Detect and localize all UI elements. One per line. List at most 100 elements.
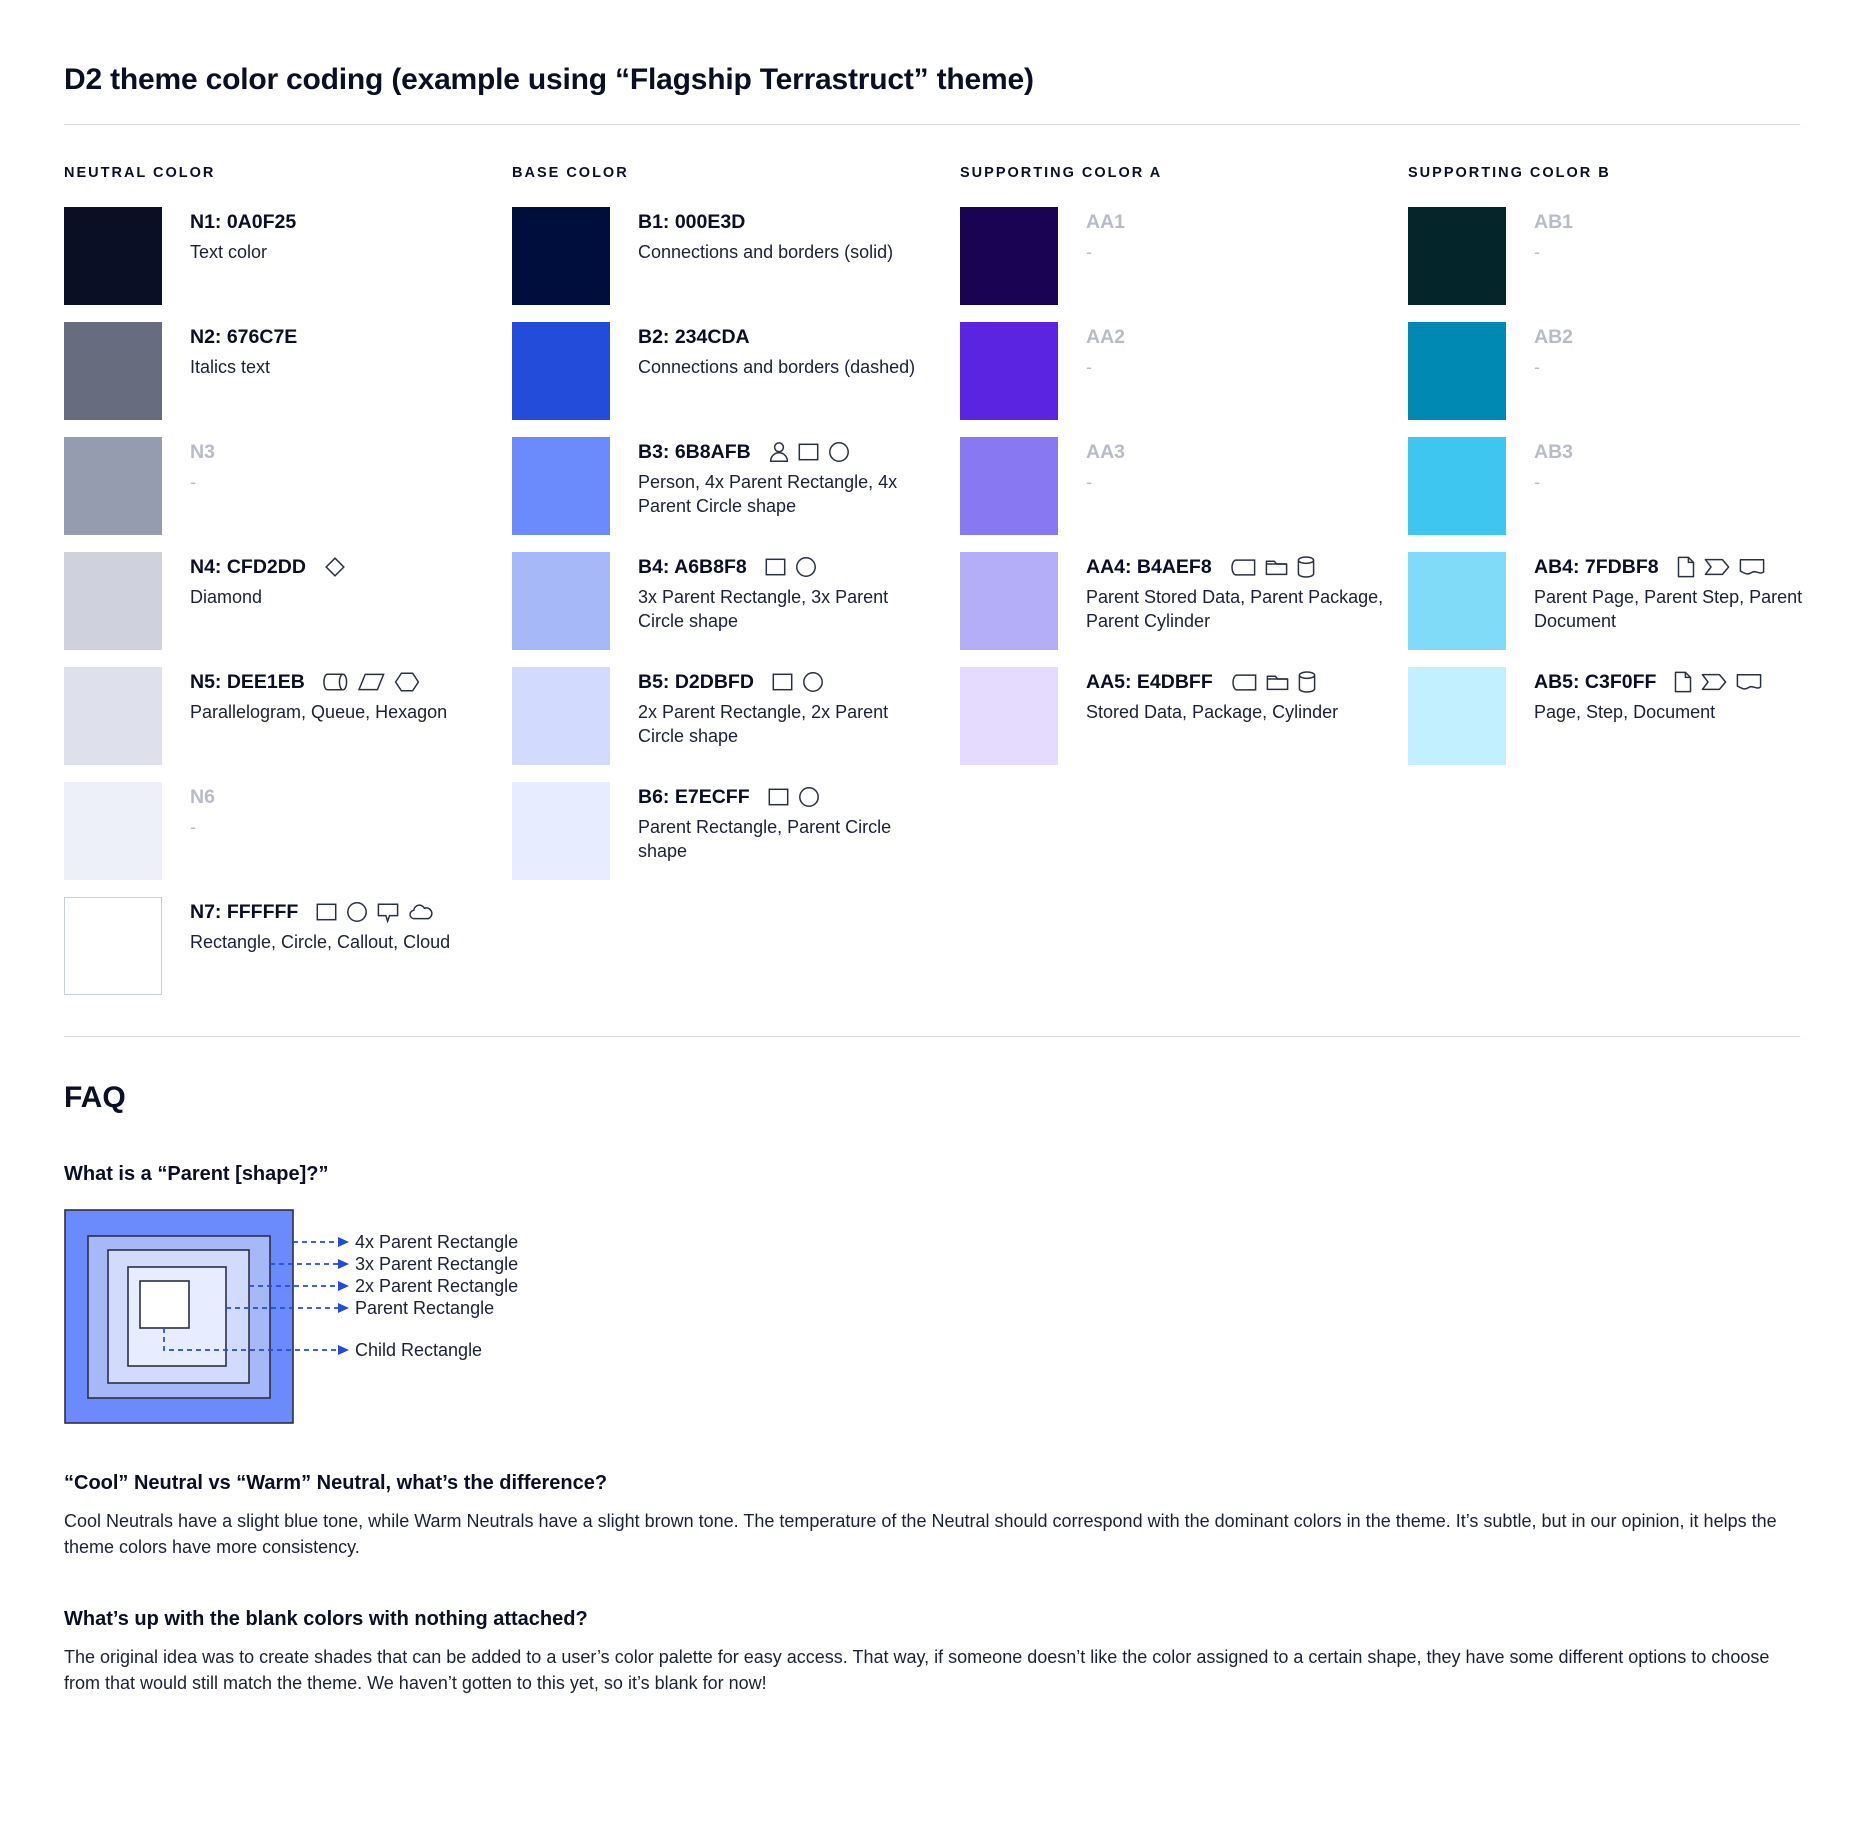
color-row-text: B3: 6B8AFB Person, 4x Parent Rectangle, 4… (638, 437, 960, 519)
color-description: Parent Rectangle, Parent Circle shape (638, 817, 892, 862)
color-row-text: B6: E7ECFF Parent Rectangle, Parent Circl… (638, 782, 960, 864)
color-name: N3 (190, 441, 512, 463)
color-swatch (1408, 552, 1506, 650)
color-swatch (960, 667, 1058, 765)
queue-icon (323, 672, 349, 692)
color-row: B4: A6B8F8 3x Parent Rectangle, 3x Parent… (512, 552, 960, 650)
rectangle-icon (768, 787, 789, 807)
color-name: AB1 (1534, 211, 1856, 233)
color-swatch (960, 437, 1058, 535)
shape-icon-group (1230, 556, 1315, 578)
color-swatch (64, 667, 162, 765)
color-name-label: AA2 (1086, 326, 1126, 348)
color-row-text: N3 - (190, 437, 512, 495)
rectangle-icon (798, 442, 819, 462)
column-supporting-color-a: SUPPORTING COLOR A AA1 - AA2 - AA3 - AA4: B4AE… (960, 165, 1408, 782)
color-name-label: N3 (190, 441, 215, 463)
color-row-text: N2: 676C7E Italics text (190, 322, 512, 380)
color-swatch (960, 322, 1058, 420)
diagram-label: 3x Parent Rectangle (355, 1254, 518, 1274)
color-row: B6: E7ECFF Parent Rectangle, Parent Circl… (512, 782, 960, 880)
color-description: Parent Stored Data, Parent Package, Pare… (1086, 587, 1384, 632)
parallelogram-icon (357, 672, 385, 692)
color-name-label: AB3 (1534, 441, 1574, 463)
diagram-label: 2x Parent Rectangle (355, 1276, 518, 1296)
diagram-label: 4x Parent Rectangle (355, 1232, 518, 1252)
color-name-label: B2: 234CDA (638, 326, 750, 348)
color-name-label: N4: CFD2DD (190, 556, 306, 578)
color-description: - (190, 472, 196, 493)
color-row-text: AA4: B4AEF8 Parent Stored Data, Parent Pa… (1086, 552, 1408, 634)
color-row-text: AB5: C3F0FF Page, Step, Document (1534, 667, 1856, 725)
color-name-label: AB2 (1534, 326, 1574, 348)
color-name: N7: FFFFFF (190, 901, 512, 923)
color-description: Connections and borders (dashed) (638, 357, 916, 378)
color-description: Page, Step, Document (1534, 702, 1716, 723)
person-icon (769, 441, 789, 463)
rectangle-icon (316, 902, 337, 922)
faq-answer-cool-warm: Cool Neutrals have a slight blue tone, w… (64, 1511, 1777, 1558)
color-row: AA1 - (960, 207, 1408, 305)
color-description: Text color (190, 242, 268, 263)
color-name-label: N5: DEE1EB (190, 671, 305, 693)
color-name-label: AA5: E4DBFF (1086, 671, 1213, 693)
parent-shape-diagram: 4x Parent Rectangle 3x Parent Rectangle … (64, 1209, 1800, 1424)
color-description: - (190, 817, 196, 838)
column-header: NEUTRAL COLOR (64, 165, 216, 181)
column-header: BASE COLOR (512, 165, 629, 181)
color-swatch (64, 897, 162, 995)
color-name: B5: D2DBFD (638, 671, 960, 693)
color-row: N2: 676C7E Italics text (64, 322, 512, 420)
circle-icon (795, 556, 817, 578)
color-row: N4: CFD2DD Diamond (64, 552, 512, 650)
document-icon (1736, 673, 1762, 692)
color-description: Italics text (190, 357, 271, 378)
color-swatch (1408, 322, 1506, 420)
color-row: AB1 - (1408, 207, 1856, 305)
color-description: - (1086, 357, 1092, 378)
color-name-label: AA3 (1086, 441, 1126, 463)
rect-child (139, 1280, 190, 1329)
document-icon (1739, 558, 1765, 577)
column-header: SUPPORTING COLOR A (960, 165, 1163, 181)
color-row: N6 - (64, 782, 512, 880)
column-header: SUPPORTING COLOR B (1408, 165, 1611, 181)
color-name-label: AA1 (1086, 211, 1126, 233)
rectangle-icon (772, 672, 793, 692)
color-row-text: AA5: E4DBFF Stored Data, Package, Cylinde… (1086, 667, 1408, 725)
color-row-text: AA2 - (1086, 322, 1408, 380)
hexagon-icon (394, 671, 420, 693)
color-name: B3: 6B8AFB (638, 441, 960, 463)
stored-data-icon (1231, 673, 1257, 692)
color-row: AA4: B4AEF8 Parent Stored Data, Parent Pa… (960, 552, 1408, 650)
color-name: AB5: C3F0FF (1534, 671, 1856, 693)
color-swatch (1408, 667, 1506, 765)
color-name: B2: 234CDA (638, 326, 960, 348)
color-row-text: B5: D2DBFD 2x Parent Rectangle, 2x Parent… (638, 667, 960, 749)
color-row-text: B4: A6B8F8 3x Parent Rectangle, 3x Parent… (638, 552, 960, 634)
color-swatch (960, 552, 1058, 650)
circle-icon (346, 901, 368, 923)
connector-lines (163, 1241, 338, 1351)
color-row: AB2 - (1408, 322, 1856, 420)
color-row-text: N6 - (190, 782, 512, 840)
color-row-text: AB1 - (1534, 207, 1856, 265)
color-row-text: AA3 - (1086, 437, 1408, 495)
column-rows: AA1 - AA2 - AA3 - AA4: B4AEF8 Parent Stored Dat… (960, 207, 1408, 765)
color-name: B1: 000E3D (638, 211, 960, 233)
page-root: D2 theme color coding (example using “Fl… (64, 63, 1802, 1693)
diamond-icon (324, 556, 346, 578)
column-neutral-color: NEUTRAL COLOR N1: 0A0F25 Text color N2: 67… (64, 165, 512, 1012)
color-swatch (1408, 437, 1506, 535)
color-name-label: N6 (190, 786, 215, 808)
color-description: Person, 4x Parent Rectangle, 4x Parent C… (638, 472, 898, 517)
color-description: - (1534, 472, 1540, 493)
color-description: Stored Data, Package, Cylinder (1086, 702, 1339, 723)
color-swatch (64, 552, 162, 650)
color-swatch (512, 667, 610, 765)
color-name: AB4: 7FDBF8 (1534, 556, 1856, 578)
column-supporting-color-b: SUPPORTING COLOR B AB1 - AB2 - AB3 - AB4: 7FDB… (1408, 165, 1856, 782)
color-name: AA4: B4AEF8 (1086, 556, 1408, 578)
color-row: AA5: E4DBFF Stored Data, Package, Cylinde… (960, 667, 1408, 765)
color-columns: NEUTRAL COLOR N1: 0A0F25 Text color N2: 67… (64, 165, 1802, 1012)
